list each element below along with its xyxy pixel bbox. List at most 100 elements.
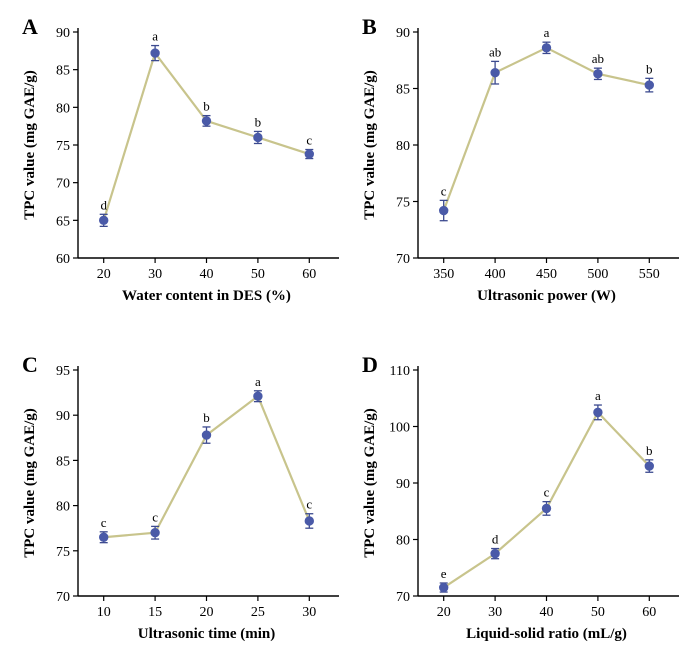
x-tick-label: 550 xyxy=(639,267,660,282)
y-tick-label: 80 xyxy=(56,500,70,515)
data-marker xyxy=(100,216,108,224)
y-tick-label: 80 xyxy=(396,534,410,549)
y-tick-label: 110 xyxy=(390,364,410,379)
significance-label: e xyxy=(441,566,447,581)
panel-label: D xyxy=(362,352,378,377)
significance-label: c xyxy=(306,133,312,148)
significance-label: a xyxy=(255,374,261,389)
x-tick-label: 400 xyxy=(485,267,506,282)
data-marker xyxy=(151,529,159,537)
x-tick-label: 50 xyxy=(251,267,265,282)
y-tick-label: 70 xyxy=(396,252,410,267)
y-tick-label: 90 xyxy=(396,26,410,41)
y-tick-label: 95 xyxy=(56,364,70,379)
y-tick-label: 90 xyxy=(396,477,410,492)
series-line xyxy=(444,48,650,211)
x-axis-title: Ultrasonic time (min) xyxy=(138,626,275,642)
significance-label: d xyxy=(492,532,499,547)
significance-label: c xyxy=(441,183,447,198)
y-tick-label: 65 xyxy=(56,214,70,229)
y-axis-title: TPC value (mg GAE/g) xyxy=(362,70,378,220)
significance-label: c xyxy=(101,515,107,530)
data-marker xyxy=(542,504,550,512)
x-tick-label: 10 xyxy=(97,605,111,620)
x-tick-label: 15 xyxy=(148,605,162,620)
data-marker xyxy=(645,462,653,470)
y-tick-label: 70 xyxy=(56,177,70,192)
data-marker xyxy=(594,408,602,416)
significance-label: b xyxy=(203,410,210,425)
significance-label: a xyxy=(544,25,550,40)
panel-label: C xyxy=(22,352,38,377)
data-marker xyxy=(100,533,108,541)
y-tick-label: 100 xyxy=(389,421,410,436)
data-marker xyxy=(305,517,313,525)
data-marker xyxy=(594,70,602,78)
x-tick-label: 60 xyxy=(642,605,656,620)
y-axis-title: TPC value (mg GAE/g) xyxy=(22,70,38,220)
y-tick-label: 75 xyxy=(396,196,410,211)
data-marker xyxy=(202,117,210,125)
data-marker xyxy=(440,206,448,214)
significance-label: d xyxy=(100,197,107,212)
significance-label: b xyxy=(646,61,653,76)
significance-label: a xyxy=(152,29,158,44)
x-tick-label: 20 xyxy=(97,267,111,282)
significance-label: b xyxy=(255,114,262,129)
x-tick-label: 20 xyxy=(200,605,214,620)
x-tick-label: 40 xyxy=(200,267,214,282)
series-line xyxy=(104,53,310,220)
y-tick-label: 70 xyxy=(396,590,410,605)
x-tick-label: 30 xyxy=(302,605,316,620)
data-marker xyxy=(491,549,499,557)
panel-label: B xyxy=(362,14,377,39)
data-marker xyxy=(151,49,159,57)
x-tick-label: 25 xyxy=(251,605,265,620)
y-axis-title: TPC value (mg GAE/g) xyxy=(22,408,38,558)
x-axis-title: Liquid-solid ratio (mL/g) xyxy=(466,626,627,642)
y-tick-label: 90 xyxy=(56,409,70,424)
significance-label: ab xyxy=(489,44,501,59)
y-axis-title: TPC value (mg GAE/g) xyxy=(362,408,378,558)
y-tick-label: 60 xyxy=(56,252,70,267)
significance-label: ab xyxy=(592,51,604,66)
significance-label: b xyxy=(203,99,210,114)
series-line xyxy=(444,412,650,587)
x-tick-label: 60 xyxy=(302,267,316,282)
x-axis-title: Ultrasonic power (W) xyxy=(477,288,616,304)
y-tick-label: 80 xyxy=(56,101,70,116)
x-tick-label: 350 xyxy=(433,267,454,282)
data-marker xyxy=(254,392,262,400)
figure-svg: A 60 65 70 75 80 85 90 20 30 40 50 60 Water content i… xyxy=(0,0,700,667)
y-tick-label: 75 xyxy=(56,545,70,560)
x-tick-label: 500 xyxy=(587,267,608,282)
data-marker xyxy=(254,133,262,141)
x-tick-label: 450 xyxy=(536,267,557,282)
x-axis-title: Water content in DES (%) xyxy=(122,288,291,304)
y-tick-label: 80 xyxy=(396,139,410,154)
significance-label: b xyxy=(646,443,653,458)
significance-label: c xyxy=(152,509,158,524)
data-marker xyxy=(542,44,550,52)
y-tick-label: 85 xyxy=(396,83,410,98)
y-tick-label: 75 xyxy=(56,139,70,154)
significance-label: c xyxy=(544,485,550,500)
x-tick-label: 30 xyxy=(148,267,162,282)
panel-label: A xyxy=(22,14,38,39)
x-tick-label: 50 xyxy=(591,605,605,620)
x-tick-label: 30 xyxy=(488,605,502,620)
data-marker xyxy=(491,68,499,76)
x-tick-label: 20 xyxy=(437,605,451,620)
x-tick-label: 40 xyxy=(540,605,554,620)
figure-grid: A 60 65 70 75 80 85 90 20 30 40 50 60 Water content i… xyxy=(0,0,700,667)
y-tick-label: 70 xyxy=(56,590,70,605)
y-tick-label: 85 xyxy=(56,454,70,469)
y-tick-label: 85 xyxy=(56,64,70,79)
data-marker xyxy=(202,431,210,439)
significance-label: a xyxy=(595,388,601,403)
data-marker xyxy=(440,583,448,591)
data-marker xyxy=(305,150,313,158)
significance-label: c xyxy=(306,497,312,512)
data-marker xyxy=(645,81,653,89)
y-tick-label: 90 xyxy=(56,26,70,41)
